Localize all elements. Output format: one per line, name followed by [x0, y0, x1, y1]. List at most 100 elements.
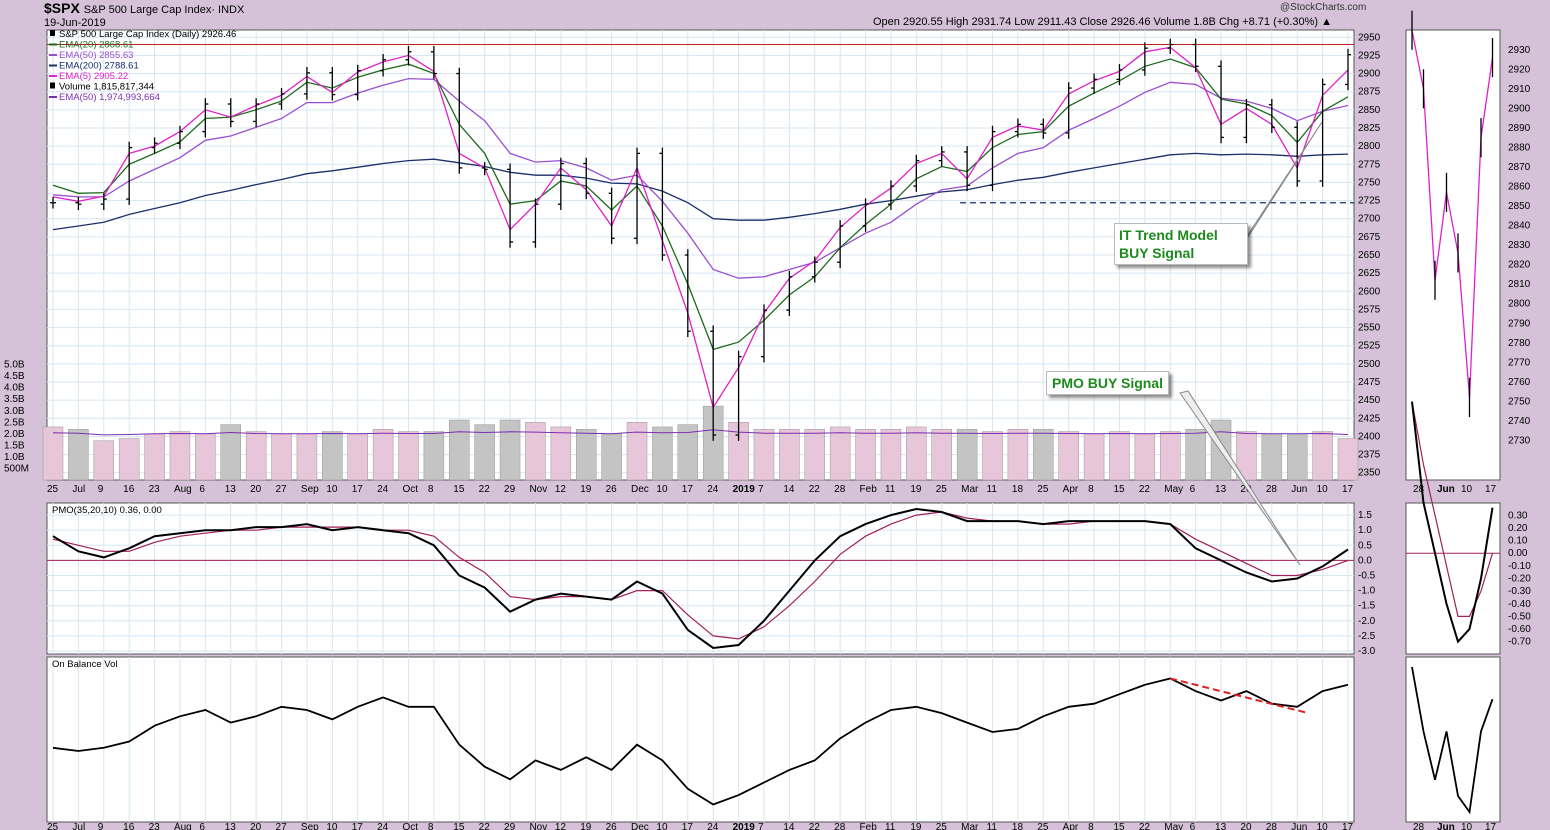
x-tick-label: 13 [225, 484, 237, 495]
price-ytick-label: 2675 [1358, 232, 1381, 243]
volume-bar [1236, 431, 1257, 481]
inset-ytick-label: 2880 [1508, 142, 1531, 153]
x-tick-label-bottom: Jul [72, 822, 85, 830]
volume-bar [1058, 431, 1079, 481]
volume-bar [1185, 428, 1206, 481]
x-tick-label-bottom: Sep [301, 822, 319, 830]
volume-ytick-label: 3.5B [4, 394, 25, 405]
x-tick-label: 17 [352, 484, 364, 495]
volume-bar [1286, 433, 1308, 481]
legend-entry: EMA(50) 2855.63 [59, 50, 133, 61]
pmo-ytick-label: -1.0 [1358, 586, 1376, 597]
inset-ytick-label: 2850 [1508, 201, 1531, 212]
x-tick-label-bottom: 9 [98, 822, 104, 830]
volume-bar [271, 433, 292, 481]
price-ytick-label: 2950 [1358, 32, 1381, 43]
volume-bar [1261, 433, 1283, 481]
inset-ytick-label: 2760 [1508, 377, 1531, 388]
volume-bar [779, 428, 800, 481]
volume-ytick-label: 4.5B [4, 371, 25, 382]
inset-x-label-bottom: 10 [1461, 822, 1473, 830]
inset-ytick-label: 2890 [1508, 123, 1531, 134]
volume-ytick-label: 2.0B [4, 429, 25, 440]
inset-frame-0 [1405, 29, 1501, 481]
x-tick-label: May [1164, 484, 1183, 495]
inset-ytick-label: 2870 [1508, 162, 1531, 173]
price-ytick-label: 2350 [1358, 468, 1381, 479]
inset-ytick-label: 2730 [1508, 435, 1531, 446]
x-tick-label: 2019 [733, 484, 756, 495]
obv-legend: On Balance Vol [52, 659, 118, 670]
x-tick-label: 25 [47, 484, 59, 495]
x-tick-label-bottom: 11 [885, 822, 896, 830]
x-tick-label-bottom: May [1164, 822, 1183, 830]
pmo-ytick-label: -2.5 [1358, 631, 1376, 642]
x-tick-label-bottom: 22 [479, 822, 491, 830]
volume-bar [423, 431, 445, 481]
x-tick-label: 9 [98, 484, 104, 495]
inset-ytick-label: 2830 [1508, 240, 1531, 251]
inset-x-label-bottom: 17 [1485, 822, 1497, 830]
x-tick-label: 8 [428, 484, 434, 495]
x-tick-label-bottom: 25 [1037, 822, 1049, 830]
price-ytick-label: 2825 [1358, 123, 1381, 134]
inset-x-label-bottom: Jun [1437, 822, 1455, 830]
volume-ytick-label: 500M [4, 463, 29, 474]
pmo-ytick-label: 1.5 [1358, 510, 1372, 521]
ema50-line [52, 77, 1349, 279]
x-tick-label: 23 [149, 484, 161, 495]
inset-pmo-ytick-label: -0.50 [1508, 611, 1531, 622]
price-ytick-label: 2625 [1358, 268, 1381, 279]
volume-bar [525, 422, 546, 481]
volume-ema-line [52, 429, 1349, 436]
x-tick-label: 11 [885, 484, 896, 495]
volume-bar [118, 438, 140, 481]
x-tick-label: 28 [1266, 484, 1278, 495]
legend-entry: EMA(5) 2905.22 [59, 71, 128, 82]
x-tick-label: Aug [174, 484, 192, 495]
inset-ytick-label: 2750 [1508, 396, 1531, 407]
x-tick-label: 17 [1342, 484, 1354, 495]
x-tick-label-bottom: 12 [555, 822, 567, 830]
x-tick-label: 20 [250, 484, 262, 495]
inset-x-label-bottom: 28 [1413, 822, 1425, 830]
x-tick-label-bottom: 10 [656, 822, 668, 830]
volume-bar [575, 428, 597, 481]
volume-bar [1033, 428, 1054, 481]
price-ytick-label: 2850 [1358, 105, 1381, 116]
inset-pmo-ytick-label: -0.20 [1508, 574, 1531, 585]
volume-ytick-label: 1.5B [4, 440, 25, 451]
volume-ytick-label: 5.0B [4, 360, 25, 371]
x-tick-label: 10 [656, 484, 668, 495]
inset-x-label: 28 [1413, 484, 1425, 495]
x-tick-label: 29 [504, 484, 516, 495]
x-tick-label-bottom: 17 [1342, 822, 1354, 830]
x-tick-label: 7 [758, 484, 764, 495]
volume-bar [296, 433, 318, 481]
x-tick-label-bottom: 2019 [733, 822, 756, 830]
price-ytick-label: 2875 [1358, 87, 1381, 98]
price-ytick-label: 2525 [1358, 341, 1381, 352]
x-tick-label-bottom: 8 [1088, 822, 1094, 830]
x-tick-label: 14 [783, 484, 795, 495]
price-ytick-label: 2900 [1358, 69, 1381, 80]
obv-trendline [1170, 677, 1308, 714]
ema20-line [52, 58, 1349, 351]
volume-bar [474, 424, 495, 481]
volume-bar [550, 426, 572, 481]
volume-bar [398, 431, 419, 481]
volume-bar [626, 422, 648, 481]
price-ytick-label: 2600 [1358, 286, 1381, 297]
x-tick-label-bottom: 20 [250, 822, 262, 830]
volume-bar [931, 428, 952, 481]
x-tick-label-bottom: Mar [961, 822, 979, 830]
x-tick-label: 26 [606, 484, 618, 495]
inset-ytick-label: 2770 [1508, 357, 1531, 368]
inset-ytick-label: 2930 [1508, 45, 1531, 56]
x-tick-label: 10 [1317, 484, 1329, 495]
volume-ytick-label: 1.0B [4, 452, 25, 463]
price-ytick-label: 2700 [1358, 214, 1381, 225]
inset-frame-1 [1405, 502, 1501, 655]
x-tick-label: 16 [123, 484, 135, 495]
x-tick-label: Jul [72, 484, 85, 495]
